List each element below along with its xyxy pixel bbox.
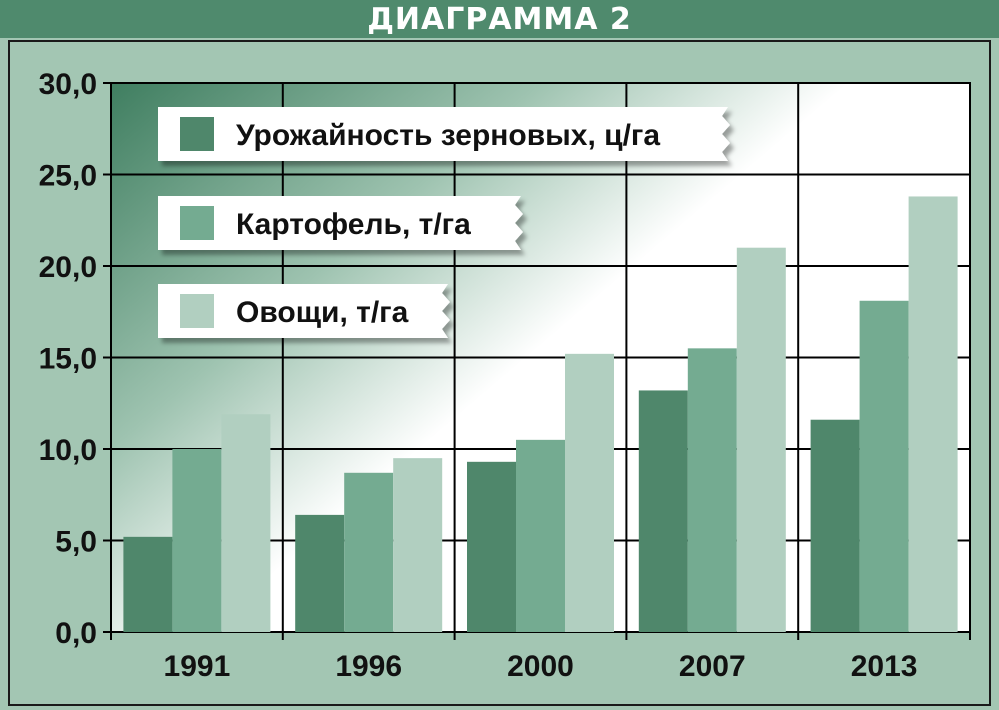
y-tick-label: 0,0 — [55, 617, 97, 650]
bar — [687, 348, 737, 632]
y-tick-label: 5,0 — [55, 526, 97, 559]
bar — [908, 196, 958, 632]
bar — [393, 458, 443, 632]
legend-label: Картофель, т/га — [236, 208, 471, 241]
axes: 0,0 5,0 10,0 15,0 20,0 25,0 30,0 1991 1996 2000 20… — [39, 68, 971, 683]
y-tick-label: 25,0 — [39, 160, 97, 193]
bar — [810, 419, 860, 632]
x-tick-label: 1996 — [335, 650, 402, 683]
legend-swatch — [180, 117, 214, 151]
bar — [859, 300, 909, 632]
bar — [736, 247, 786, 632]
bar — [565, 353, 614, 632]
legend-swatch — [180, 206, 214, 240]
y-tick-label: 10,0 — [39, 434, 97, 467]
bar — [344, 472, 394, 632]
legend-label: Урожайность зерновых, ц/га — [236, 119, 660, 152]
y-tick-label: 15,0 — [39, 343, 97, 376]
y-tick-label: 30,0 — [39, 68, 97, 101]
legend-label: Овощи, т/га — [236, 296, 409, 329]
bar — [516, 439, 565, 632]
x-tick-label: 1991 — [164, 650, 231, 683]
bar — [295, 514, 345, 632]
y-tick-label: 20,0 — [39, 251, 97, 284]
bars — [123, 196, 958, 632]
bar — [221, 414, 271, 632]
legend-box — [158, 284, 450, 338]
x-tick-label: 2007 — [679, 650, 746, 683]
inner-border — [8, 40, 991, 706]
chart-title: ДИАГРАММА 2 — [367, 1, 632, 37]
legend-box — [158, 196, 523, 250]
bar — [638, 390, 688, 632]
x-tick-label: 2000 — [507, 650, 574, 683]
legend: Урожайность зерновых, ц/га Картофель, т/г… — [158, 107, 730, 338]
legend-box — [158, 107, 730, 161]
bar — [123, 536, 173, 632]
bar — [467, 461, 516, 632]
legend-swatch — [180, 294, 214, 328]
bar — [172, 449, 222, 632]
title-bar: ДИАГРАММА 2 — [0, 0, 999, 38]
x-tick-label: 2013 — [851, 650, 918, 683]
